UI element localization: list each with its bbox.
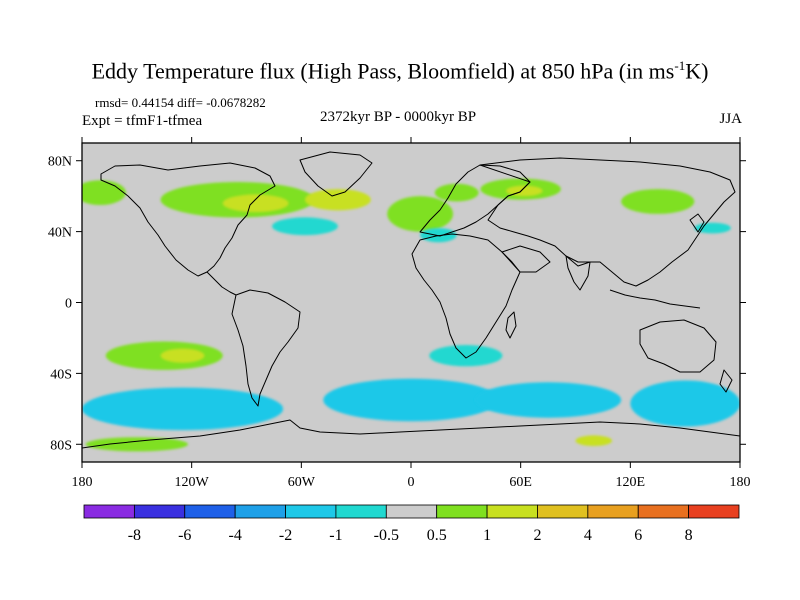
colorbar-label: -0.5 [374, 527, 399, 544]
anomaly-nw-pacific-negative [694, 222, 731, 234]
coastline-north-america [100, 162, 276, 277]
colorbar-swatch [688, 504, 740, 519]
lat-tick-label: 40N [48, 226, 72, 241]
coastline-japan [689, 213, 705, 233]
anomaly-w-atlantic-negative [272, 217, 338, 236]
colorbar-swatch [385, 504, 438, 519]
colorbar-label: -6 [178, 527, 191, 544]
title-superscript: -1 [674, 58, 686, 73]
lat-tick-label: 0 [65, 297, 72, 312]
lat-tick-label: 80S [50, 438, 72, 453]
colorbar-swatch [133, 504, 186, 519]
anomaly-n-atlantic-positive [304, 189, 371, 211]
coastline-new-zealand [719, 369, 733, 393]
colorbar-label: 2 [533, 527, 541, 544]
colorbar-label: -1 [329, 527, 342, 544]
colorbar-swatch [234, 504, 286, 519]
colorbar-label: 4 [584, 527, 592, 544]
anomaly-s-africa-negative [429, 345, 503, 367]
lon-tick-label: 60E [509, 475, 532, 490]
title-main: Eddy Temperature flux (High Pass, Bloomf… [91, 58, 675, 84]
plot-title: Eddy Temperature flux (High Pass, Bloomf… [0, 58, 800, 84]
anomaly-southern-ocean-negative-ind [474, 382, 622, 418]
coastline-madagascar [505, 311, 517, 339]
coastline-antarctica [82, 419, 740, 449]
anomaly-layer [82, 178, 740, 452]
colorbar-swatch [486, 504, 538, 519]
lon-tick-label: 120W [175, 475, 210, 490]
lon-tick-label: 60W [288, 475, 316, 490]
coastline-central-america [206, 271, 237, 296]
lon-tick-label: 180 [72, 475, 93, 490]
coastline-asia [479, 157, 736, 287]
coastline-south-america [231, 289, 301, 407]
colorbar-label: -8 [128, 527, 141, 544]
colorbar-swatch [285, 504, 337, 519]
anomaly-s-pacific-positive-core [160, 348, 205, 363]
coastline-greenland [299, 151, 373, 197]
coastline-africa [411, 233, 521, 359]
colorbar-label: -4 [228, 527, 241, 544]
colorbar-swatch [637, 504, 690, 519]
coastline-arabia [501, 245, 551, 273]
coastline-indonesia [609, 289, 701, 309]
colorbar-label: 1 [483, 527, 491, 544]
lat-tick-label: 80N [48, 155, 72, 170]
lat-tick-label: 40S [50, 367, 72, 382]
colorbar-label: 6 [634, 527, 642, 544]
colorbar-swatch [537, 504, 589, 519]
experiment-label: Expt = tfmF1-tfmea [82, 113, 203, 129]
lon-tick-label: 0 [408, 475, 415, 490]
lon-tick-label: 180 [730, 475, 751, 490]
anomaly-scandinavia-positive [434, 183, 479, 202]
coastline-india [565, 255, 591, 291]
colorbar-label: 0.5 [427, 527, 447, 544]
colorbar-label: -2 [279, 527, 292, 544]
colorbar-swatch [436, 504, 488, 519]
anomaly-e-asia-positive [621, 189, 695, 214]
axis-ticks: 80N 40N 0 40S 80S 180 120W 60W 0 60E 120E 180 [48, 137, 751, 490]
period-label: 2372kyr BP - 0000kyr BP [320, 109, 477, 125]
lon-tick-label: 120E [616, 475, 646, 490]
colorbar: -8 -6 -4 -2 -1 -0.5 0.5 1 2 4 6 8 [83, 504, 740, 544]
title-tail: K) [685, 58, 709, 84]
season-label: JJA [719, 111, 742, 127]
colorbar-swatch [335, 504, 387, 519]
anomaly-southern-ocean-negative-atl [323, 378, 499, 422]
colorbar-swatch [184, 504, 236, 519]
colorbar-label: 8 [685, 527, 693, 544]
anomaly-europe-positive [387, 196, 454, 232]
anomaly-mediterranean-negative [420, 228, 457, 243]
anomaly-hudson-positive-core [222, 194, 289, 213]
anomaly-southern-ocean-negative-e [630, 380, 740, 427]
stats-text: rmsd= 0.44154 diff= -0.0678282 [95, 95, 266, 110]
colorbar-swatch [83, 504, 135, 519]
anomaly-antarctic-positive [85, 437, 189, 452]
coastline-australia [639, 319, 717, 373]
coastlines [82, 151, 740, 449]
colorbar-swatch [587, 504, 639, 519]
anomaly-antarctic-positive-e [575, 435, 613, 447]
anomaly-southern-ocean-negative-w [82, 387, 284, 431]
